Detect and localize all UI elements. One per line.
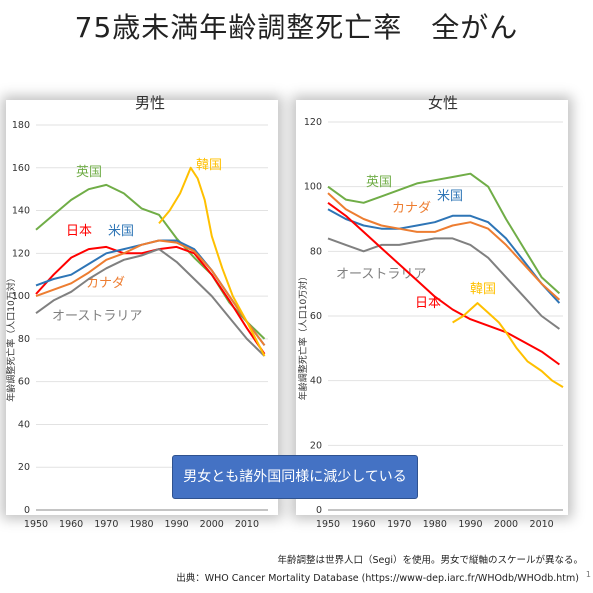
series-label: 米国 bbox=[108, 224, 134, 239]
series-label: 日本 bbox=[66, 224, 92, 239]
x-tick-label: 2010 bbox=[530, 519, 554, 530]
series-label: オーストラリア bbox=[336, 267, 426, 282]
series-label: 米国 bbox=[437, 189, 463, 204]
chart-title: 女性 bbox=[428, 94, 458, 112]
y-tick-label: 160 bbox=[12, 163, 30, 174]
series-label: 日本 bbox=[415, 296, 441, 311]
y-axis-label: 年齢調整死亡率（人口10万対） bbox=[5, 273, 17, 401]
y-tick-label: 80 bbox=[18, 334, 30, 345]
y-tick-label: 100 bbox=[12, 291, 30, 302]
x-tick-label: 1990 bbox=[458, 519, 482, 530]
series-label: 英国 bbox=[76, 165, 102, 180]
series-line bbox=[327, 208, 561, 304]
source-note: 出典：WHO Cancer Mortality Database (https:… bbox=[176, 573, 579, 584]
y-tick-label: 20 bbox=[18, 462, 30, 473]
x-tick-label: 1960 bbox=[59, 519, 83, 530]
x-tick-label: 2010 bbox=[235, 519, 259, 530]
series-label: カナダ bbox=[86, 276, 125, 291]
x-tick-label: 1990 bbox=[165, 519, 189, 530]
series-line bbox=[35, 248, 266, 357]
series-line bbox=[327, 201, 560, 366]
x-tick-label: 1950 bbox=[24, 519, 48, 530]
series-label: 英国 bbox=[366, 175, 392, 190]
x-tick-label: 1970 bbox=[94, 519, 118, 530]
x-tick-label: 1980 bbox=[129, 519, 153, 530]
x-tick-label: 1950 bbox=[316, 519, 340, 530]
y-tick-label: 40 bbox=[18, 419, 30, 430]
slide-title: 75歳未満年齢調整死亡率 全がん bbox=[74, 11, 519, 44]
y-tick-label: 120 bbox=[12, 248, 30, 259]
y-tick-label: 60 bbox=[310, 311, 322, 322]
y-axis-label: 年齢調整死亡率（人口10万対） bbox=[297, 272, 309, 400]
x-tick-label: 1970 bbox=[387, 519, 411, 530]
y-tick-label: 140 bbox=[12, 206, 30, 217]
series-line bbox=[452, 302, 564, 388]
page-number: 1 bbox=[585, 570, 591, 579]
y-tick-label: 0 bbox=[24, 505, 30, 516]
series-line bbox=[327, 172, 561, 295]
series-line bbox=[327, 237, 560, 330]
series-label: カナダ bbox=[392, 201, 431, 216]
method-note: 年齢調整は世界人口（Segi）を使用。男女で縦軸のスケールが異なる。 bbox=[277, 555, 583, 566]
y-tick-label: 60 bbox=[18, 377, 30, 388]
y-tick-label: 0 bbox=[316, 505, 322, 516]
y-tick-label: 80 bbox=[310, 246, 322, 257]
x-tick-label: 1960 bbox=[352, 519, 376, 530]
x-tick-label: 2000 bbox=[200, 519, 224, 530]
y-tick-label: 100 bbox=[304, 182, 322, 193]
chart-title: 男性 bbox=[135, 94, 165, 112]
x-tick-label: 2000 bbox=[494, 519, 518, 530]
callout-box: 男女とも諸外国同様に減少している bbox=[172, 455, 418, 499]
y-tick-label: 180 bbox=[12, 120, 30, 131]
series-line bbox=[327, 192, 561, 301]
y-tick-label: 120 bbox=[304, 117, 322, 128]
series-label: オーストラリア bbox=[52, 309, 142, 324]
series-line bbox=[158, 166, 266, 357]
series-line bbox=[35, 245, 266, 355]
series-label: 韓国 bbox=[470, 282, 496, 297]
y-tick-label: 40 bbox=[310, 376, 322, 387]
series-line bbox=[35, 239, 266, 346]
x-tick-label: 1980 bbox=[423, 519, 447, 530]
series-label: 韓国 bbox=[196, 158, 222, 173]
y-tick-label: 20 bbox=[310, 440, 322, 451]
